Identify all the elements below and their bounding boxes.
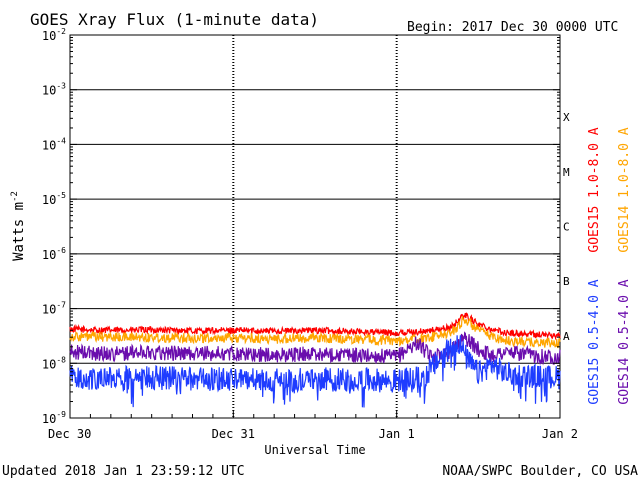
footer-updated: Updated 2018 Jan 1 23:59:12 UTC xyxy=(2,464,245,479)
flare-class-x: X xyxy=(563,111,570,124)
x-tick-label: Dec 30 xyxy=(48,427,91,441)
begin-label: Begin: 2017 Dec 30 0000 UTC xyxy=(407,20,618,35)
gridlines xyxy=(70,35,560,418)
series-line-goes15-0-5-4-0-a xyxy=(69,335,561,408)
y-tick-label: 10-2 xyxy=(42,27,66,43)
series-line-goes14-1-0-8-0-a xyxy=(69,315,561,349)
x-tick-label: Jan 1 xyxy=(379,427,415,441)
y-tick-label: 10-6 xyxy=(42,246,66,262)
y-tick-label: 10-4 xyxy=(42,136,66,152)
y-tick-label: 10-7 xyxy=(42,301,66,317)
chart-title: GOES Xray Flux (1-minute data) xyxy=(30,10,319,29)
series-line-goes15-1-0-8-0-a xyxy=(69,312,561,341)
legend-entry: GOES15 1.0-8.0 A xyxy=(587,127,602,252)
footer-credit: NOAA/SWPC Boulder, CO USA xyxy=(442,464,638,479)
y-tick-label: 10-3 xyxy=(42,82,66,98)
x-tick-label: Jan 2 xyxy=(542,427,578,441)
flare-class-labels: X M C B A xyxy=(563,111,570,343)
flare-class-c: C xyxy=(563,221,570,234)
y-tick-label: 10-5 xyxy=(42,191,66,207)
flare-class-a: A xyxy=(563,330,570,343)
x-tick-label: Dec 31 xyxy=(212,427,255,441)
flare-class-m: M xyxy=(563,166,570,179)
series-line-goes14-0-5-4-0-a xyxy=(69,331,561,366)
y-axis-label: Watts m-2 xyxy=(10,191,27,261)
legend: GOES15 1.0-8.0 A GOES14 1.0-8.0 A GOES15 0… xyxy=(587,127,632,404)
legend-entry: GOES14 1.0-8.0 A xyxy=(617,127,632,252)
y-tick-label: 10-9 xyxy=(42,410,66,426)
y-axis-ticks: 10-2 10-3 10-4 10-5 10-6 10-7 10-8 10-9 xyxy=(42,27,560,426)
legend-entry: GOES14 0.5-4.0 A xyxy=(617,279,632,404)
legend-entry: GOES15 0.5-4.0 A xyxy=(587,279,602,404)
data-series xyxy=(69,312,561,408)
x-axis-ticks: Dec 30 Dec 31 Jan 1 Jan 2 xyxy=(48,410,578,441)
x-axis-label: Universal Time xyxy=(264,443,365,457)
flare-class-b: B xyxy=(563,275,570,288)
y-tick-label: 10-8 xyxy=(42,355,66,371)
